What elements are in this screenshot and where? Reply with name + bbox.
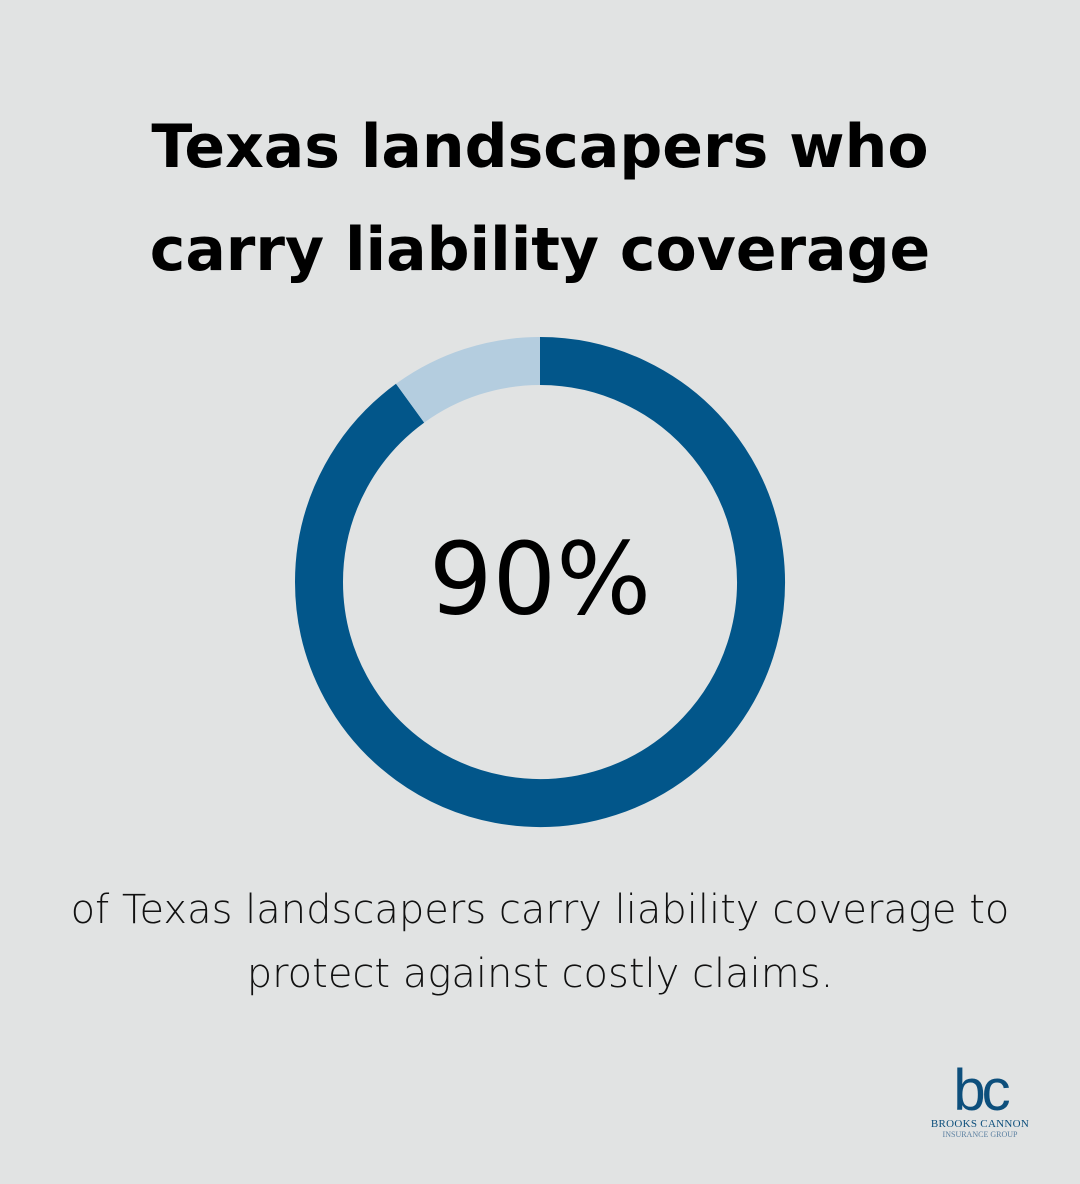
logo-name: BROOKS CANNON bbox=[930, 1118, 1030, 1130]
logo-mark: bc bbox=[953, 1058, 1010, 1123]
logo: bc BROOKS CANNON INSURANCE GROUP bbox=[920, 1058, 1040, 1140]
chart-title: Texas landscapers who carry liability co… bbox=[149, 112, 931, 285]
logo-tagline: INSURANCE GROUP bbox=[942, 1130, 1018, 1139]
donut-segment bbox=[395, 337, 541, 423]
donut-segment bbox=[295, 337, 785, 827]
caption: of Texas landscapers carry liability cov… bbox=[70, 887, 1010, 997]
center-label: 90% bbox=[429, 520, 651, 637]
